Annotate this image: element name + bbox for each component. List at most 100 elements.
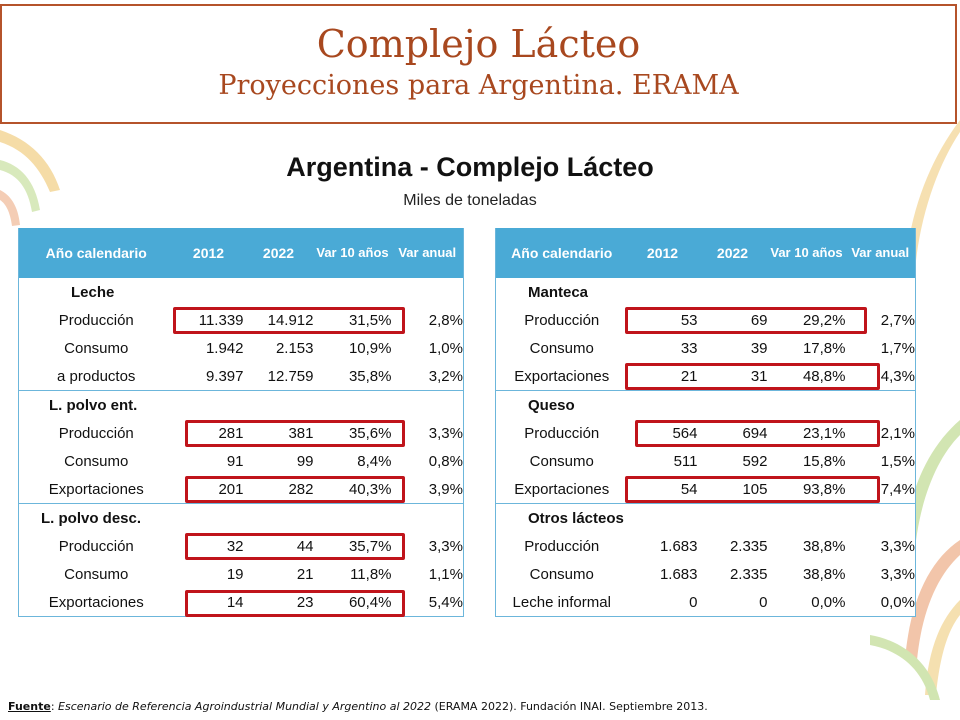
- value-var10: 0,0%: [811, 593, 846, 611]
- source-label: Fuente: [8, 700, 51, 713]
- value-2012: 11.339: [198, 311, 244, 329]
- value-var-anual: 2,8%: [428, 311, 463, 329]
- value-var-anual: 1,5%: [880, 452, 915, 470]
- left-table: Año calendario 2012 2022 Var 10 años Var…: [18, 228, 464, 617]
- value-var10: 29,2%: [802, 311, 846, 329]
- value-var10: 35,8%: [348, 367, 392, 385]
- value-2022: 69: [750, 311, 768, 329]
- table-row: Producción 1.683 2.335 38,8% 3,3%: [496, 532, 916, 560]
- value-2012: 19: [226, 565, 244, 583]
- value-2022: 31: [750, 367, 768, 385]
- source-footer: Fuente: Escenario de Referencia Agroindu…: [8, 700, 708, 713]
- table-header-row: Año calendario 2012 2022 Var 10 años Var…: [18, 228, 464, 278]
- source-title: Escenario de Referencia Agroindustrial M…: [58, 700, 431, 713]
- table-row: Producción 32 44 35,7% 3,3%: [19, 532, 464, 560]
- value-var-anual: 2,7%: [880, 311, 915, 329]
- decorative-swirl-left: [0, 130, 60, 226]
- value-var10: 38,8%: [802, 565, 846, 583]
- value-2012: 1.683: [659, 565, 698, 583]
- value-2022: 381: [288, 424, 314, 442]
- source-rest: (ERAMA 2022). Fundación INAI. Septiembre…: [430, 700, 708, 713]
- table-row: Consumo 91 99 8,4% 0,8%: [19, 447, 464, 475]
- group-row: Manteca: [496, 278, 916, 306]
- group-row: Leche: [19, 278, 464, 306]
- row-label: Consumo: [64, 452, 129, 470]
- right-table: Año calendario 2012 2022 Var 10 años Var…: [495, 228, 916, 617]
- value-2012: 1.683: [659, 537, 698, 555]
- value-var-anual: 3,3%: [428, 537, 463, 555]
- value-2022: 282: [288, 480, 314, 498]
- source-separator: :: [50, 700, 59, 713]
- value-2012: 1.942: [205, 339, 244, 357]
- value-var-anual: 1,7%: [880, 339, 915, 357]
- value-var-anual: 4,3%: [880, 367, 915, 385]
- value-2012: 14: [226, 593, 244, 611]
- row-label: Exportaciones: [514, 367, 610, 385]
- col-header-2022: 2022: [243, 228, 314, 278]
- col-header-2012: 2012: [627, 228, 698, 278]
- value-2012: 33: [680, 339, 698, 357]
- value-2012: 564: [672, 424, 698, 442]
- col-header-2012: 2012: [173, 228, 244, 278]
- row-label: Consumo: [64, 565, 129, 583]
- col-header-var10: Var 10 años: [767, 228, 846, 278]
- row-label: Exportaciones: [514, 480, 610, 498]
- group-row: Otros lácteos: [495, 503, 916, 532]
- value-var10: 11,8%: [350, 565, 392, 583]
- value-2012: 281: [218, 424, 244, 442]
- value-2012: 201: [218, 480, 244, 498]
- table-row: Leche informal 0 0 0,0% 0,0%: [496, 588, 916, 617]
- decorative-fan-right: [870, 120, 960, 700]
- value-2022: 12.759: [267, 367, 314, 385]
- table-row: Producción 53 69 29,2% 2,7%: [496, 306, 916, 334]
- value-2022: 592: [742, 452, 768, 470]
- col-header-var10: Var 10 años: [313, 228, 392, 278]
- value-var10: 17,8%: [802, 339, 846, 357]
- value-2012: 91: [226, 452, 244, 470]
- table-row: Consumo 1.942 2.153 10,9% 1,0%: [19, 334, 464, 362]
- value-var-anual: 3,3%: [880, 537, 915, 555]
- group-label: L. polvo ent.: [18, 390, 464, 419]
- value-2022: 2.335: [729, 565, 768, 583]
- table-row: Consumo 33 39 17,8% 1,7%: [496, 334, 916, 362]
- value-var-anual: 5,4%: [428, 593, 463, 611]
- value-2022: 99: [296, 452, 314, 470]
- value-var10: 23,1%: [802, 424, 846, 442]
- units-label: Miles de toneladas: [403, 192, 537, 209]
- table-row: Exportaciones 201 282 40,3% 3,9%: [19, 475, 464, 504]
- col-header-var-anual: Var anual: [845, 228, 916, 278]
- table-header-row: Año calendario 2012 2022 Var 10 años Var…: [495, 228, 916, 278]
- row-label: Consumo: [529, 339, 594, 357]
- group-label: Queso: [495, 390, 916, 419]
- row-label: a productos: [57, 367, 136, 385]
- value-var-anual: 3,3%: [428, 424, 463, 442]
- slide-title: Complejo Lácteo: [316, 22, 641, 66]
- table-row: Producción 11.339 14.912 31,5% 2,8%: [19, 306, 464, 334]
- table-row: Consumo 19 21 11,8% 1,1%: [19, 560, 464, 588]
- group-label: L. polvo desc.: [18, 503, 464, 532]
- value-2022: 2.153: [275, 339, 314, 357]
- value-var-anual: 3,2%: [428, 367, 463, 385]
- value-2012: 32: [226, 537, 244, 555]
- table-row: Exportaciones 54 105 93,8% 7,4%: [496, 475, 916, 504]
- row-label: Producción: [58, 537, 134, 555]
- row-label: Producción: [524, 424, 600, 442]
- value-2022: 2.335: [729, 537, 768, 555]
- table-row: Exportaciones 21 31 48,8% 4,3%: [496, 362, 916, 391]
- value-var-anual: 2,1%: [880, 424, 915, 442]
- value-var-anual: 1,1%: [428, 565, 463, 583]
- group-label: Manteca: [528, 283, 589, 301]
- value-var-anual: 0,8%: [428, 452, 463, 470]
- row-label: Consumo: [64, 339, 129, 357]
- value-var10: 38,8%: [802, 537, 846, 555]
- group-label: Otros lácteos: [495, 503, 916, 532]
- table-row: Consumo 511 592 15,8% 1,5%: [496, 447, 916, 475]
- row-label: Producción: [524, 311, 600, 329]
- value-2022: 14.912: [267, 311, 314, 329]
- value-var10: 31,5%: [348, 311, 392, 329]
- row-label: Exportaciones: [48, 593, 144, 611]
- col-header-year: Año calendario: [495, 228, 628, 278]
- value-var10: 93,8%: [802, 480, 846, 498]
- value-var-anual: 7,4%: [880, 480, 915, 498]
- col-header-var-anual: Var anual: [391, 228, 464, 278]
